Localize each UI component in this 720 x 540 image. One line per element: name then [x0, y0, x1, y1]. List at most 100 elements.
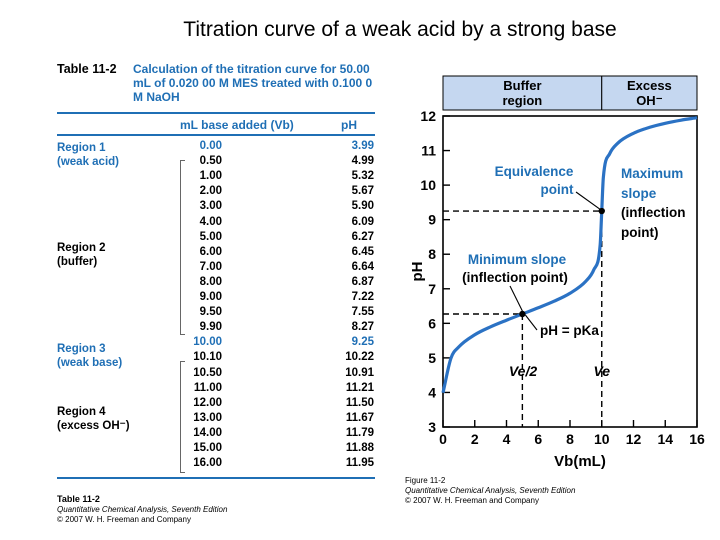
region-desc: (excess OH⁻) [57, 420, 130, 432]
column-header-volume: mL base added (Vb) [180, 118, 294, 132]
x-tick-label: 2 [471, 431, 479, 447]
annotation-leader-line [575, 191, 601, 210]
table-caption: Calculation of the titration curve for 5… [133, 62, 373, 104]
table-cell-volume: 12.00 [193, 396, 222, 409]
y-tick-label: 5 [428, 350, 436, 366]
table-cell-ph: 9.25 [351, 336, 374, 349]
table-rule-top [57, 112, 375, 114]
region-desc: (weak acid) [57, 156, 119, 168]
annotation-leader-line [509, 285, 523, 312]
region-2-brace [180, 160, 185, 335]
table-cell-ph: 6.87 [351, 275, 374, 288]
annotation-min-slope: (inflection point) [462, 270, 568, 285]
y-tick-label: 4 [428, 384, 436, 400]
table-cell-volume: 10.00 [193, 336, 222, 349]
table-cell-volume: 15.00 [193, 442, 222, 454]
table-footer-book: Quantitative Chemical Analysis, Seventh … [57, 505, 228, 514]
table-cell-ph: 5.32 [351, 170, 374, 183]
region-2-label: Region 2 (buffer) [57, 241, 106, 269]
region-desc: (weak base) [57, 357, 123, 369]
region-name: Region 3 [57, 343, 106, 355]
titration-curve-line [441, 116, 698, 394]
table-cell-ph: 6.64 [351, 260, 374, 273]
figure-book: Quantitative Chemical Analysis, Seventh … [405, 486, 576, 495]
table-footer-copyright: © 2007 W. H. Freeman and Company [57, 515, 191, 524]
table-cell-ph: 10.91 [345, 366, 374, 379]
table-rule-bottom [57, 477, 375, 479]
table-cell-volume: 6.00 [199, 245, 222, 258]
table-cell-ph: 11.88 [345, 442, 374, 454]
table-cell-ph: 3.99 [351, 140, 374, 152]
table-cell-volume: 5.00 [199, 230, 222, 243]
x-axis-label: Vb(mL) [554, 453, 606, 470]
annotation-half-equivalence: Ve/2 [509, 363, 537, 379]
table-cell-volume: 9.00 [199, 291, 222, 303]
region-name: Region 2 [57, 242, 106, 254]
region-4-brace [180, 361, 185, 473]
table-cell-ph: 11.50 [345, 396, 374, 409]
table-cell-ph: 8.27 [351, 321, 374, 334]
annotation-equivalence: point [541, 182, 574, 197]
annotation-max-slope: point) [621, 225, 658, 240]
region-name: Region 1 [57, 142, 106, 154]
x-tick-label: 16 [689, 431, 705, 447]
header-region-label: region [503, 93, 543, 108]
table-cell-volume: 2.00 [199, 185, 222, 198]
x-tick-label: 4 [503, 431, 511, 447]
table-cell-ph: 6.45 [351, 245, 374, 258]
column-header-ph: pH [341, 118, 357, 132]
x-tick-label: 10 [594, 431, 610, 447]
table-cell-volume: 14.00 [193, 426, 222, 439]
table-footer-label: Table 11-2 [57, 494, 100, 504]
table-cell-volume: 8.00 [199, 275, 222, 288]
table-cell-ph: 7.22 [351, 291, 374, 303]
table-cell-volume: 4.00 [199, 215, 222, 228]
annotation-leader-line [524, 314, 538, 331]
annotation-equivalence-volume: Ve [593, 363, 610, 379]
y-tick-label: 12 [420, 108, 436, 124]
figure-footer: Figure 11-2 Quantitative Chemical Analys… [405, 476, 575, 506]
header-region-label: Excess [627, 78, 672, 93]
table-cell-volume: 13.00 [193, 411, 222, 424]
table-cell-volume: 10.10 [193, 351, 222, 364]
y-tick-label: 9 [428, 212, 436, 228]
inflection-point-marker [519, 310, 526, 318]
inflection-point-marker [598, 207, 605, 215]
annotation-min-slope: Minimum slope [468, 252, 567, 267]
slide-title: Titration curve of a weak acid by a stro… [183, 18, 617, 41]
table-cell-volume: 0.50 [199, 155, 222, 168]
table-cell-ph: 5.67 [351, 185, 374, 198]
region-1-label: Region 1 (weak acid) [57, 141, 119, 169]
table-header: Table 11-2 Calculation of the titration … [57, 62, 377, 110]
table-cell-volume: 16.00 [193, 457, 222, 470]
table-cell-ph: 4.99 [351, 155, 374, 168]
y-tick-label: 11 [421, 143, 436, 159]
table-cell-volume: 9.50 [199, 306, 222, 319]
figure-copyright: © 2007 W. H. Freeman and Company [405, 496, 539, 505]
table-cell-ph: 7.55 [351, 306, 374, 319]
table-cell-ph: 10.22 [345, 351, 374, 364]
table-cell-volume: 3.00 [199, 200, 222, 213]
x-tick-label: 0 [439, 431, 447, 447]
x-tick-label: 6 [534, 431, 542, 447]
region-3-label: Region 3 (weak base) [57, 342, 122, 370]
table-rule-mid [57, 134, 375, 136]
header-region-box [601, 75, 698, 111]
region-desc: (buffer) [57, 256, 98, 268]
header-region-box [442, 75, 603, 111]
table-cell-volume: 1.00 [199, 170, 222, 183]
x-tick-label: 12 [626, 431, 642, 447]
table-cell-volume: 9.90 [199, 321, 222, 334]
region-4-label: Region 4 (excess OH⁻) [57, 405, 130, 433]
annotation-equivalence: Equivalence [495, 164, 574, 179]
table-cell-ph: 11.95 [345, 457, 374, 470]
annotation-max-slope: Maximum [621, 166, 683, 181]
table-cell-ph: 6.27 [351, 230, 374, 243]
annotation-max-slope: slope [621, 186, 657, 201]
annotation-max-slope: (inflection [621, 205, 686, 220]
x-tick-label: 8 [566, 431, 574, 447]
y-tick-label: 6 [428, 315, 436, 331]
y-tick-label: 3 [428, 419, 436, 435]
header-region-label: Buffer [503, 78, 541, 93]
